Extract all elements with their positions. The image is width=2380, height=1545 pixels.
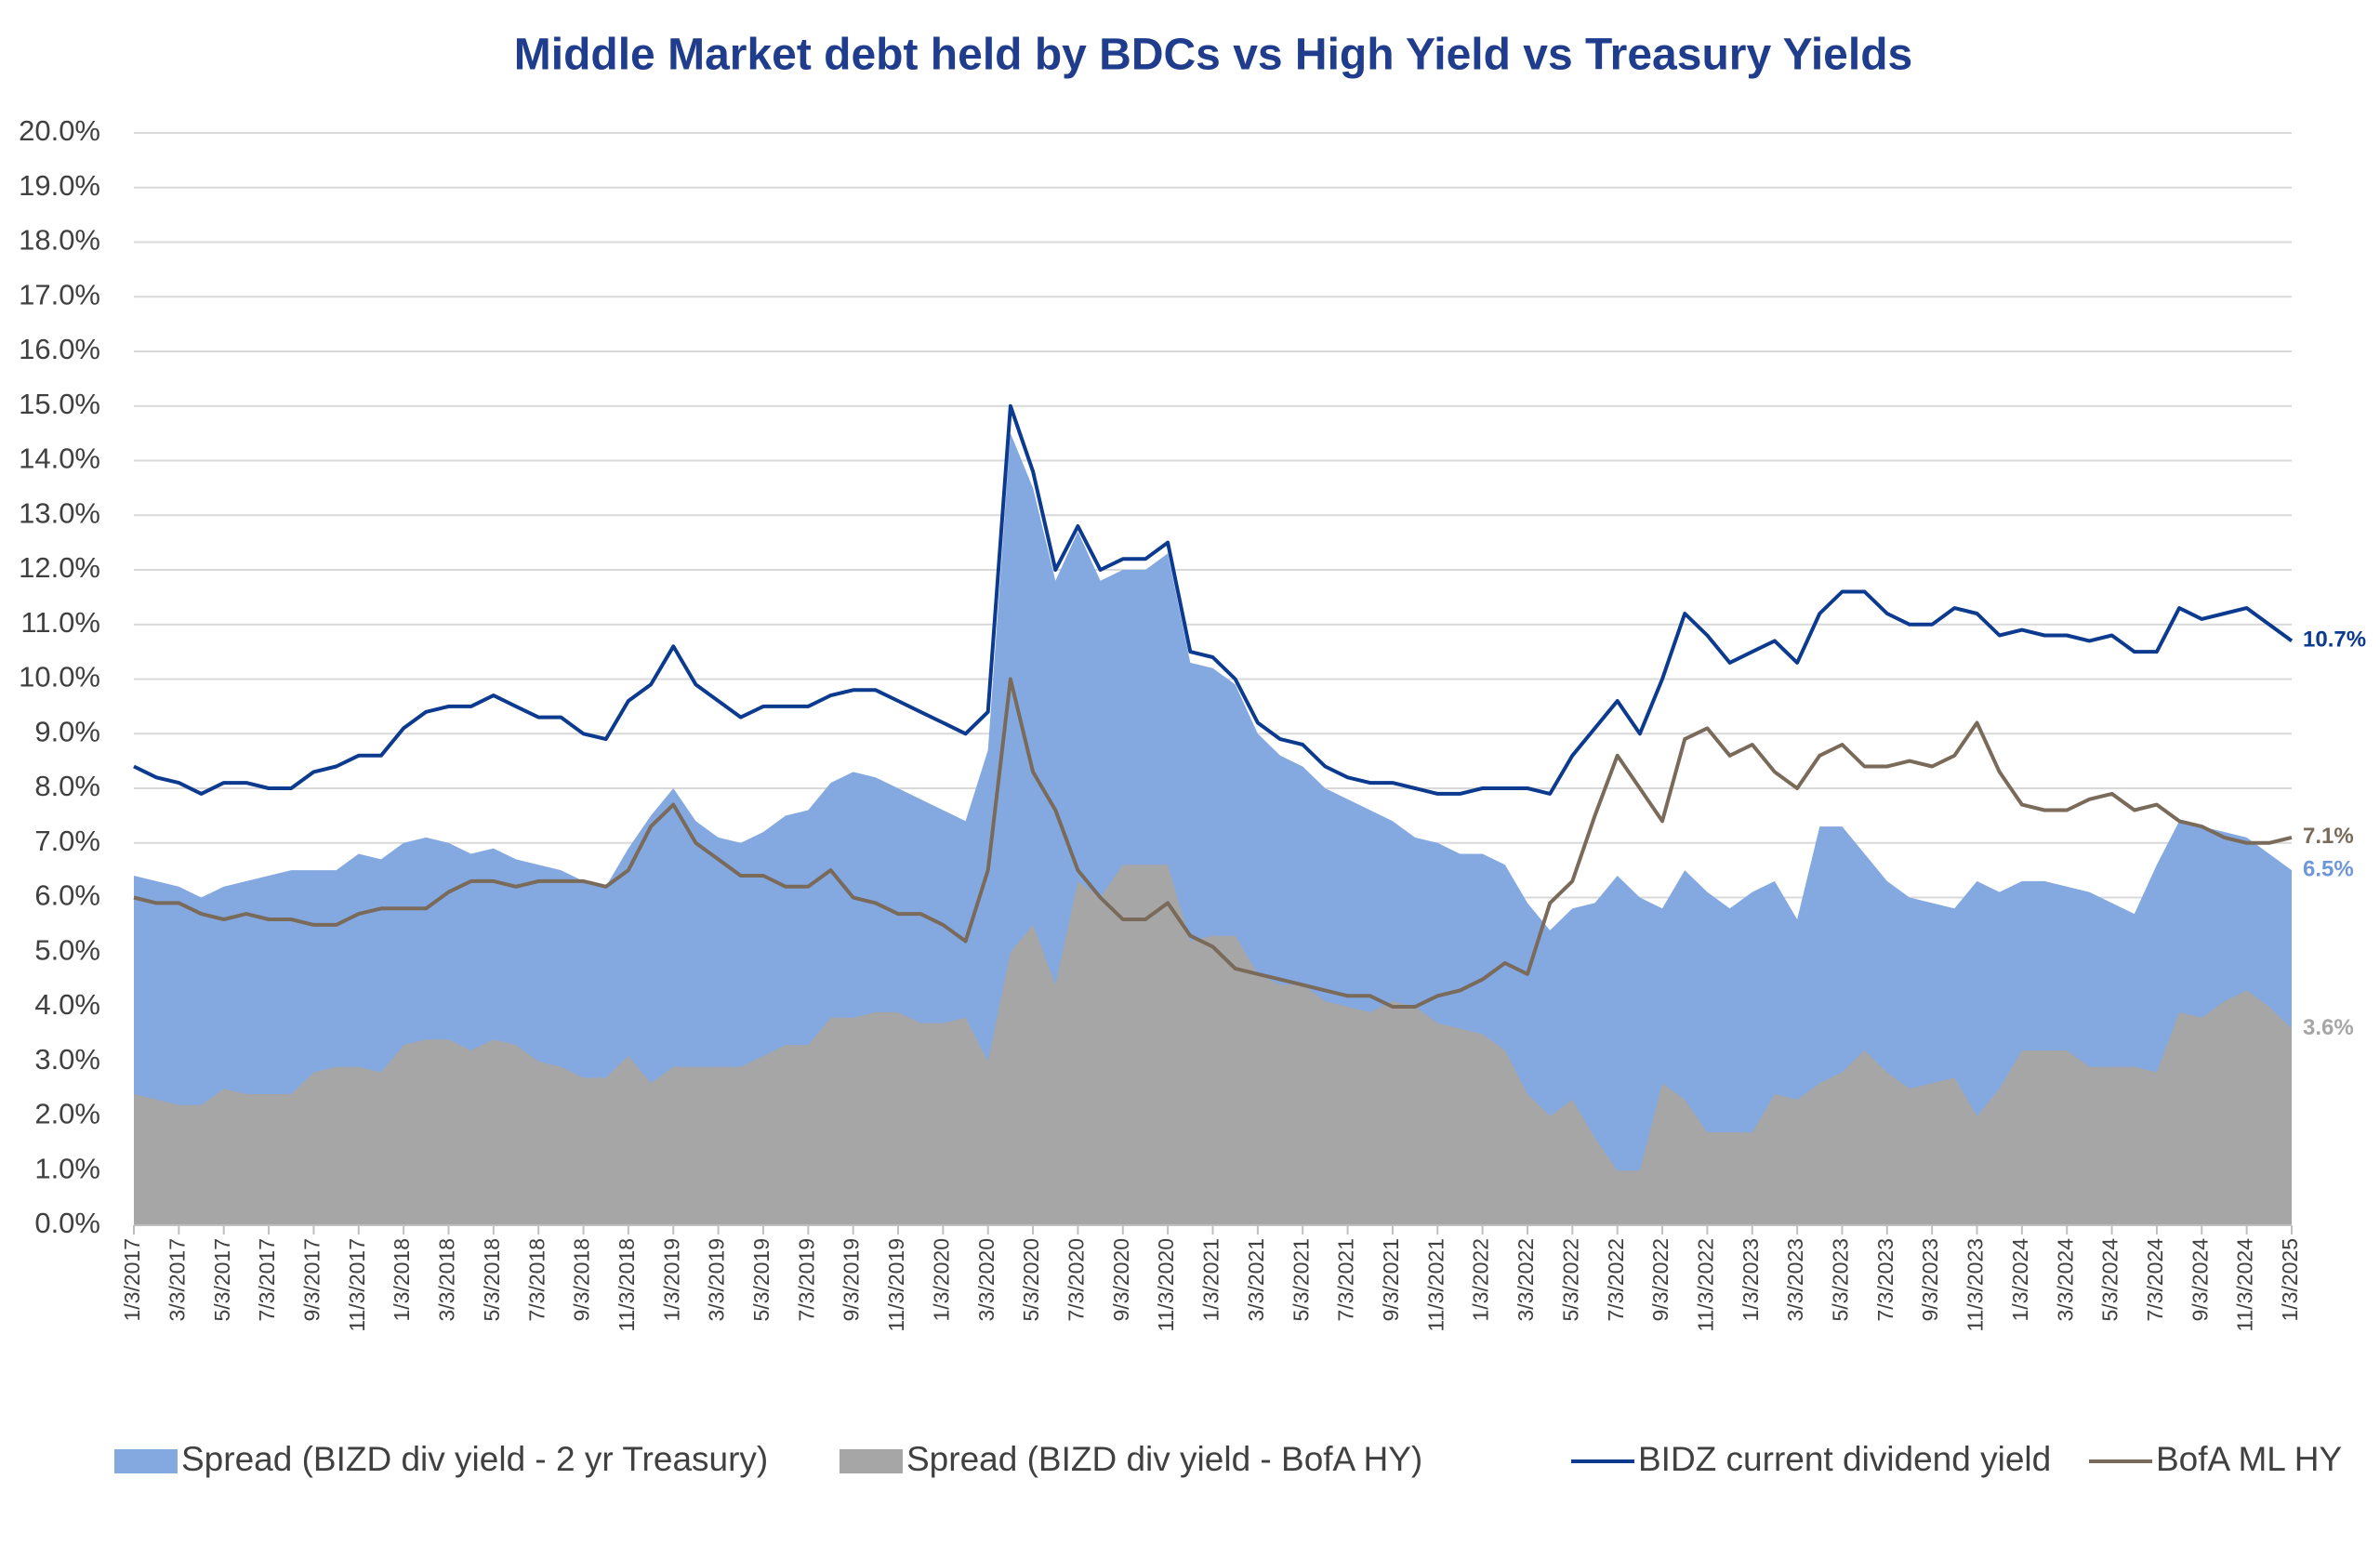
y-tick-label: 0.0%	[34, 1207, 100, 1239]
x-tick-label: 9/3/2023	[1918, 1238, 1942, 1322]
y-tick-label: 3.0%	[34, 1043, 100, 1076]
value-label: 6.5%	[2303, 856, 2354, 881]
x-tick-label: 3/3/2021	[1244, 1238, 1268, 1322]
legend-label: BIDZ current dividend yield	[1638, 1440, 2051, 1478]
y-tick-label: 14.0%	[19, 442, 100, 475]
legend-label: Spread (BIZD div yield - BofA HY)	[906, 1440, 1422, 1478]
x-tick-label: 7/3/2020	[1064, 1238, 1089, 1322]
x-tick-label: 7/3/2024	[2143, 1238, 2167, 1322]
x-tick-label: 5/3/2018	[480, 1238, 504, 1322]
y-tick-label: 13.0%	[19, 496, 100, 529]
y-tick-label: 11.0%	[20, 606, 100, 639]
x-tick-label: 9/3/2019	[840, 1238, 864, 1322]
x-tick-label: 3/3/2024	[2053, 1238, 2077, 1322]
x-tick-label: 1/3/2020	[929, 1238, 953, 1322]
x-tick-label: 7/3/2022	[1604, 1238, 1628, 1322]
x-tick-label: 5/3/2019	[749, 1238, 774, 1322]
legend-swatch	[840, 1449, 903, 1473]
x-tick-label: 5/3/2022	[1558, 1238, 1582, 1322]
x-tick-label: 3/3/2020	[974, 1238, 998, 1322]
x-tick-label: 11/3/2019	[884, 1238, 908, 1332]
x-tick-label: 7/3/2023	[1873, 1238, 1897, 1322]
x-tick-label: 9/3/2017	[299, 1238, 324, 1322]
x-tick-label: 11/3/2020	[1154, 1238, 1178, 1332]
y-tick-label: 9.0%	[34, 715, 100, 747]
x-tick-label: 3/3/2018	[435, 1238, 459, 1322]
x-tick-label: 1/3/2024	[2008, 1238, 2032, 1322]
x-tick-label: 1/3/2023	[1739, 1238, 1763, 1322]
x-tick-label: 5/3/2023	[1829, 1238, 1853, 1322]
x-tick-label: 5/3/2020	[1019, 1238, 1043, 1322]
x-tick-label: 5/3/2021	[1289, 1238, 1313, 1322]
x-tick-label: 1/3/2019	[659, 1238, 683, 1322]
value-label: 10.7%	[2303, 627, 2366, 653]
value-label: 7.1%	[2303, 824, 2354, 849]
x-tick-label: 3/3/2022	[1514, 1238, 1538, 1322]
y-tick-label: 6.0%	[34, 879, 100, 912]
y-tick-label: 7.0%	[34, 825, 100, 857]
x-tick-label: 9/3/2022	[1648, 1238, 1673, 1322]
x-tick-label: 1/3/2017	[120, 1238, 144, 1322]
line	[133, 677, 2293, 1009]
y-tick-label: 1.0%	[34, 1152, 100, 1184]
y-tick-label: 5.0%	[34, 933, 100, 966]
x-tick-label: 1/3/2025	[2278, 1238, 2302, 1322]
x-tick-label: 11/3/2021	[1423, 1238, 1448, 1332]
x-tick-label: 3/3/2019	[705, 1238, 729, 1322]
x-tick-label: 9/3/2024	[2188, 1238, 2212, 1322]
y-tick-label: 2.0%	[34, 1098, 100, 1130]
x-tick-label: 5/3/2024	[2098, 1238, 2122, 1322]
x-tick-label: 7/3/2017	[255, 1238, 279, 1322]
y-tick-label: 15.0%	[19, 388, 100, 420]
x-tick-label: 11/3/2022	[1693, 1238, 1717, 1332]
x-tick-label: 9/3/2021	[1379, 1238, 1403, 1322]
x-tick-label: 11/3/2023	[1964, 1238, 1988, 1332]
chart-title: Middle Market debt held by BDCs vs High …	[514, 31, 1912, 80]
x-tick-label: 1/3/2021	[1199, 1238, 1223, 1322]
y-tick-label: 4.0%	[34, 988, 100, 1021]
y-tick-label: 18.0%	[19, 224, 100, 257]
legend-label: Spread (BIZD div yield - 2 yr Treasury)	[181, 1440, 768, 1478]
x-tick-label: 9/3/2020	[1109, 1238, 1133, 1322]
x-tick-label: 11/3/2024	[2233, 1238, 2257, 1332]
y-tick-label: 19.0%	[19, 169, 100, 202]
y-tick-label: 12.0%	[19, 551, 100, 584]
y-tick-label: 16.0%	[19, 333, 100, 365]
y-tick-label: 10.0%	[19, 661, 100, 693]
x-tick-label: 7/3/2021	[1334, 1238, 1358, 1322]
line	[133, 403, 2294, 796]
y-tick-label: 8.0%	[34, 770, 100, 802]
x-tick-label: 11/3/2017	[345, 1238, 369, 1332]
y-tick-label: 20.0%	[19, 114, 100, 147]
x-tick-label: 7/3/2019	[794, 1238, 818, 1322]
x-tick-label: 9/3/2018	[570, 1238, 594, 1322]
x-tick-label: 5/3/2017	[210, 1238, 234, 1322]
x-tick-label: 7/3/2018	[524, 1238, 549, 1322]
area	[134, 865, 2292, 1225]
x-tick-label: 1/3/2018	[390, 1238, 414, 1322]
x-tick-label: 11/3/2018	[615, 1238, 639, 1332]
y-tick-label: 17.0%	[19, 278, 100, 310]
legend-swatch	[114, 1449, 178, 1473]
area	[134, 433, 2292, 1226]
x-tick-label: 1/3/2022	[1469, 1238, 1493, 1322]
x-tick-label: 3/3/2017	[165, 1238, 189, 1322]
x-tick-label: 3/3/2023	[1783, 1238, 1807, 1322]
legend-label: BofA ML HY	[2156, 1440, 2342, 1478]
value-label: 3.6%	[2303, 1015, 2354, 1040]
